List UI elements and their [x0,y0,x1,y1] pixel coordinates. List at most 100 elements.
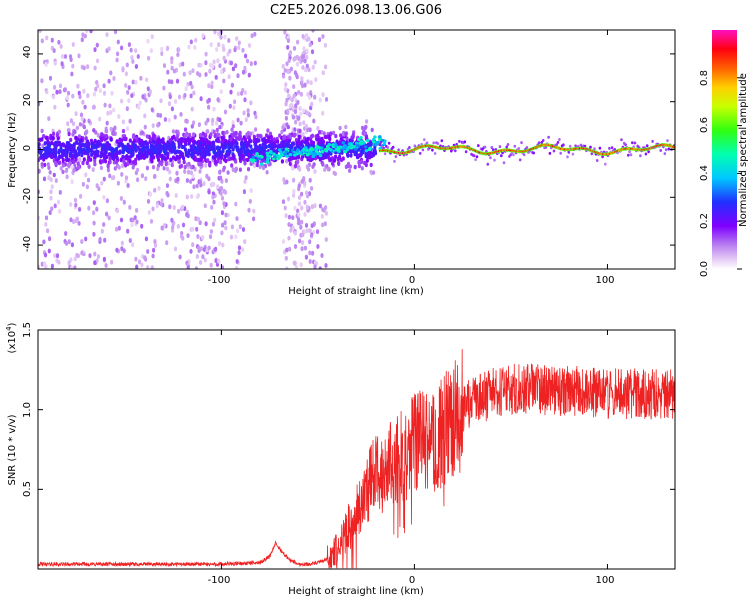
heatmap-cell [187,44,191,50]
heatmap-cell [568,148,570,151]
heatmap-cell [120,172,124,177]
heatmap-cell [134,48,138,53]
heatmap-cell [624,143,627,147]
heatmap-cell [152,133,156,138]
heatmap-cell [210,121,214,127]
heatmap-cell [305,228,309,234]
heatmap-cell [54,161,58,166]
heatmap-cell [229,60,233,66]
heatmap-cell [472,154,476,158]
heatmap-cell [121,67,125,73]
heatmap-cell [288,161,292,166]
heatmap-cell [51,151,56,156]
heatmap-cell [78,139,82,145]
heatmap-cell [308,95,312,100]
heatmap-cell [272,137,276,142]
heatmap-cell [293,205,297,211]
heatmap-cell [500,154,503,158]
heatmap-cell [344,124,348,130]
heatmap-cell [233,99,237,105]
heatmap-cell [323,134,327,140]
heatmap-cell [108,103,112,109]
heatmap-cell [47,248,51,254]
heatmap-cell [99,165,103,171]
heatmap-cell [285,266,289,269]
heatmap-cell [213,217,217,223]
heatmap-cell [295,54,299,60]
heatmap-cell [317,130,322,135]
heatmap-cell [216,184,220,190]
heatmap-cell [219,186,223,191]
heatmap-cell [189,144,193,149]
heatmap-cell [86,93,90,99]
heatmap-cell [175,136,179,141]
heatmap-cell [346,163,350,169]
heatmap-cell [324,97,329,102]
heatmap-cell [51,136,55,141]
heatmap-cell [284,101,288,107]
heatmap-cell [306,127,310,132]
heatmap-cell [222,78,226,84]
heatmap-cell [208,234,213,240]
heatmap-cell [198,72,202,78]
heatmap-cell [87,148,91,153]
heatmap-cell [38,101,41,107]
heatmap-cell [124,83,128,88]
heatmap-cell [220,230,224,236]
heatmap-cell [199,246,204,252]
heatmap-cell [360,159,364,164]
heatmap-cell [106,110,110,116]
heatmap-cell [74,157,78,162]
heatmap-cell [222,165,226,170]
heatmap-cell [287,58,291,63]
heatmap-cell [598,146,602,150]
heatmap-cell [204,60,208,66]
heatmap-cell [111,175,115,181]
heatmap-cell [283,135,287,140]
heatmap-cell [124,175,129,181]
heatmap-cell [211,221,216,227]
heatmap-cell [287,222,291,227]
heatmap-cell [305,190,309,196]
heatmap-cell [170,106,174,112]
heatmap-cell [502,161,506,165]
heatmap-cell [210,84,214,89]
heatmap-cell [486,162,490,166]
chart-title: C2E5.2026.098.13.06.G06 [270,3,442,18]
heatmap-cell [144,176,148,182]
heatmap-cell [216,58,220,64]
heatmap-cell [159,98,163,104]
heatmap-cell [183,169,187,174]
heatmap-cell [441,147,443,150]
heatmap-cell [324,149,329,153]
heatmap-cell [189,81,193,86]
heatmap-cell [349,153,353,158]
heatmap-cell [449,147,451,150]
heatmap-cell [308,259,312,264]
heatmap-cell [184,86,188,92]
heatmap-cell [313,260,317,265]
heatmap-cell [93,158,97,163]
heatmap-cell [152,140,156,145]
heatmap-cell [219,34,223,40]
heatmap-cell [57,160,61,166]
heatmap-cell [174,157,178,162]
heatmap-cell [571,152,575,156]
heatmap-cell [651,139,654,143]
heatmap-cell [643,148,646,151]
heatmap-cell [117,165,121,170]
heatmap-cell [150,265,154,269]
heatmap-cell [165,166,170,172]
heatmap-cell [518,150,520,153]
heatmap-cell [139,151,143,156]
heatmap-cell [263,149,267,154]
heatmap-cell [128,158,132,163]
heatmap-cell [427,144,430,147]
heatmap-cell [321,155,325,161]
heatmap-cell [135,219,139,225]
heatmap-cell [393,151,396,154]
heatmap-cell [311,154,316,159]
heatmap-cell [284,147,289,151]
heatmap-cell [175,129,179,135]
heatmap-cell [105,211,109,217]
